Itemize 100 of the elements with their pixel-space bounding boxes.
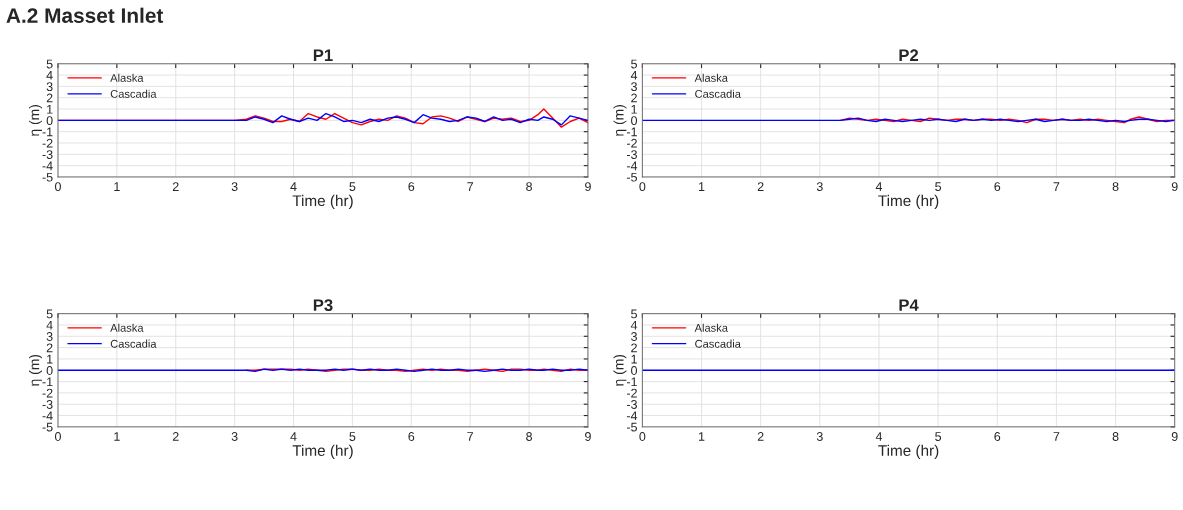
x-tick-label: 6: [408, 432, 415, 441]
x-axis-title: Time (hr): [292, 444, 353, 460]
y-tick-label: -4: [626, 411, 638, 421]
y-tick-label: -4: [626, 161, 638, 171]
y-axis-title: η (m): [29, 354, 42, 386]
y-tick-label: 4: [630, 320, 638, 330]
y-tick-label: 3: [631, 332, 637, 341]
x-tick-label: 4: [875, 182, 883, 191]
chart-title: P2: [899, 49, 919, 61]
x-tick-label: 9: [1171, 182, 1178, 192]
legend-label: Alaska: [694, 73, 728, 82]
x-tick-label: 1: [114, 432, 120, 441]
y-tick-label: 0: [46, 116, 53, 126]
y-tick-label: 2: [631, 343, 637, 353]
x-tick-label: 7: [467, 432, 474, 441]
x-tick-label: 2: [757, 432, 764, 441]
y-tick-label: 2: [46, 93, 53, 103]
text: A.2 Masset Inlet: [6, 7, 164, 23]
y-tick-label: -5: [626, 422, 637, 432]
x-tick-label: 5: [349, 432, 356, 441]
y-tick-label: -3: [42, 150, 53, 159]
y-tick-label: -3: [42, 400, 53, 409]
x-tick-label: 0: [639, 432, 646, 441]
y-tick-label: -1: [626, 127, 637, 137]
x-tick-label: 7: [467, 182, 474, 191]
x-tick-label: 9: [585, 432, 591, 441]
y-axis-title: η (m): [29, 105, 42, 136]
x-tick-label: 4: [875, 432, 883, 441]
x-tick-label: 8: [1112, 432, 1119, 441]
y-axis-title: η (m): [613, 105, 627, 136]
x-tick-label: 9: [1171, 432, 1178, 441]
x-tick-label: 8: [526, 432, 532, 441]
x-tick-label: 9: [585, 182, 591, 192]
y-tick-label: -5: [626, 172, 637, 182]
x-tick-label: 4: [290, 432, 297, 441]
x-tick-label: 8: [1112, 182, 1119, 192]
chart-title: P3: [313, 299, 333, 312]
y-tick-label: 4: [46, 320, 53, 330]
x-axis-title: Time (hr): [292, 194, 353, 210]
chart-title: P1: [313, 49, 333, 61]
y-tick-label: -1: [42, 377, 53, 387]
y-tick-label: -3: [626, 150, 637, 159]
legend-label: Alaska: [110, 73, 144, 82]
x-tick-label: 4: [290, 182, 297, 191]
y-tick-label: 5: [46, 59, 53, 69]
x-tick-label: 3: [816, 182, 823, 192]
y-tick-label: 3: [46, 82, 53, 92]
y-tick-label: 0: [46, 366, 53, 375]
y-tick-label: 0: [631, 116, 638, 126]
chart-title: P4: [899, 299, 919, 311]
x-axis-title: Time (hr): [878, 194, 939, 210]
x-tick-label: 7: [1053, 182, 1060, 191]
y-tick-label: -5: [42, 422, 53, 432]
legend-label: Alaska: [694, 323, 728, 332]
y-tick-label: 5: [631, 59, 637, 69]
x-tick-label: 7: [1053, 432, 1060, 441]
legend-label: Cascadia: [110, 89, 157, 98]
x-tick-label: 3: [231, 432, 238, 441]
x-tick-label: 0: [639, 182, 646, 192]
y-tick-label: -2: [626, 388, 637, 398]
legend-label: Cascadia: [695, 339, 741, 348]
y-tick-label: 1: [631, 104, 637, 114]
y-tick-label: 1: [631, 354, 637, 364]
x-tick-label: 1: [699, 182, 705, 191]
x-tick-label: 3: [231, 182, 238, 192]
y-tick-label: 3: [631, 82, 637, 92]
y-tick-label: 5: [46, 309, 53, 319]
y-tick-label: -2: [42, 388, 53, 398]
x-tick-label: 1: [699, 432, 705, 441]
y-tick-label: -5: [42, 172, 53, 182]
x-tick-label: 0: [54, 432, 61, 441]
x-tick-label: 2: [757, 182, 764, 191]
x-tick-label: 2: [172, 432, 179, 441]
x-tick-label: 5: [349, 182, 356, 192]
x-tick-label: 5: [935, 432, 942, 441]
x-tick-label: 6: [994, 182, 1001, 192]
x-tick-label: 6: [994, 432, 1001, 441]
x-tick-label: 5: [935, 182, 942, 192]
y-tick-label: 2: [631, 93, 637, 103]
y-tick-label: 2: [46, 343, 53, 353]
y-tick-label: -4: [42, 411, 53, 421]
y-axis-title: η (m): [613, 354, 627, 386]
x-tick-label: 2: [172, 182, 179, 191]
x-tick-label: 1: [114, 182, 120, 191]
y-tick-label: -2: [626, 138, 637, 148]
y-tick-label: 3: [46, 332, 53, 341]
x-axis-title: Time (hr): [878, 444, 939, 460]
y-tick-label: -1: [626, 377, 637, 387]
y-tick-label: -1: [42, 127, 53, 137]
y-tick-label: 1: [47, 354, 53, 364]
legend-label: Cascadia: [110, 339, 157, 348]
y-tick-label: 0: [631, 366, 638, 375]
y-tick-label: -4: [42, 161, 53, 171]
legend-label: Alaska: [110, 323, 144, 332]
y-tick-label: 4: [46, 71, 53, 80]
legend-label: Cascadia: [695, 89, 741, 98]
x-tick-label: 6: [408, 182, 415, 192]
y-tick-label: -3: [626, 400, 637, 409]
x-tick-label: 0: [54, 182, 61, 192]
y-tick-label: 4: [630, 71, 638, 80]
